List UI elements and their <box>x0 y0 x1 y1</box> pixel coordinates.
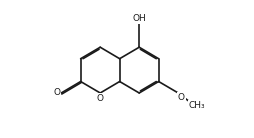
Text: O: O <box>178 93 185 102</box>
Text: O: O <box>97 94 104 103</box>
Text: OH: OH <box>132 14 146 23</box>
Text: CH₃: CH₃ <box>189 101 205 110</box>
Text: O: O <box>53 88 60 97</box>
